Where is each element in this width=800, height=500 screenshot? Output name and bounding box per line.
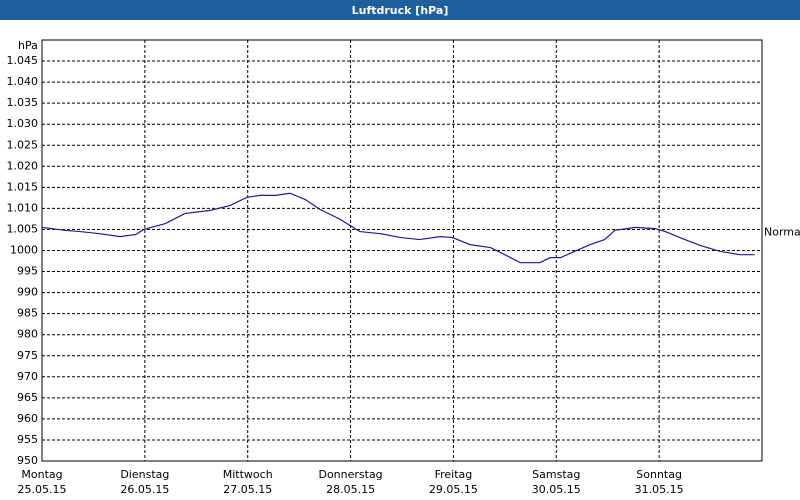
y-tick-label: 975 <box>17 349 38 362</box>
y-tick-label: 1.010 <box>7 201 39 214</box>
y-tick-label: 1.020 <box>7 159 39 172</box>
y-tick-label: 960 <box>17 412 38 425</box>
y-axis-label: hPa <box>18 39 38 52</box>
x-tick-label: Montag <box>21 468 62 481</box>
x-tick-label: Freitag <box>435 468 473 481</box>
y-tick-label: 1.005 <box>7 222 39 235</box>
annotation: Normal <box>764 225 800 238</box>
x-tick-label: Samstag <box>532 468 580 481</box>
y-tick-label: 1.035 <box>7 96 39 109</box>
y-tick-label: 1.040 <box>7 75 39 88</box>
x-tick-label: Mittwoch <box>223 468 273 481</box>
y-tick-label: 970 <box>17 370 38 383</box>
y-tick-label: 980 <box>17 328 38 341</box>
y-tick-label: 990 <box>17 286 38 299</box>
data-line <box>41 192 755 264</box>
x-tick-label: Donnerstag <box>318 468 382 481</box>
y-tick-label: 995 <box>17 265 38 278</box>
title-bar <box>0 0 800 20</box>
x-tick-date: 28.05.15 <box>326 483 375 496</box>
x-tick-date: 25.05.15 <box>18 483 67 496</box>
y-tick-label: 1.030 <box>7 117 39 130</box>
y-tick-label: 950 <box>17 454 38 467</box>
y-tick-label: 955 <box>17 433 38 446</box>
y-tick-label: 985 <box>17 307 38 320</box>
x-tick-label: Sonntag <box>636 468 682 481</box>
y-tick-label: 965 <box>17 391 38 404</box>
x-tick-date: 29.05.15 <box>429 483 478 496</box>
x-tick-date: 31.05.15 <box>635 483 684 496</box>
x-tick-date: 30.05.15 <box>532 483 581 496</box>
y-tick-label: 1000 <box>10 244 38 257</box>
y-tick-label: 1.045 <box>7 54 39 67</box>
chart-title: Luftdruck [hPa] <box>352 4 449 17</box>
x-tick-label: Dienstag <box>120 468 169 481</box>
x-tick-date: 27.05.15 <box>223 483 272 496</box>
y-tick-label: 1.015 <box>7 180 39 193</box>
x-tick-date: 26.05.15 <box>120 483 169 496</box>
y-tick-label: 1.025 <box>7 138 39 151</box>
